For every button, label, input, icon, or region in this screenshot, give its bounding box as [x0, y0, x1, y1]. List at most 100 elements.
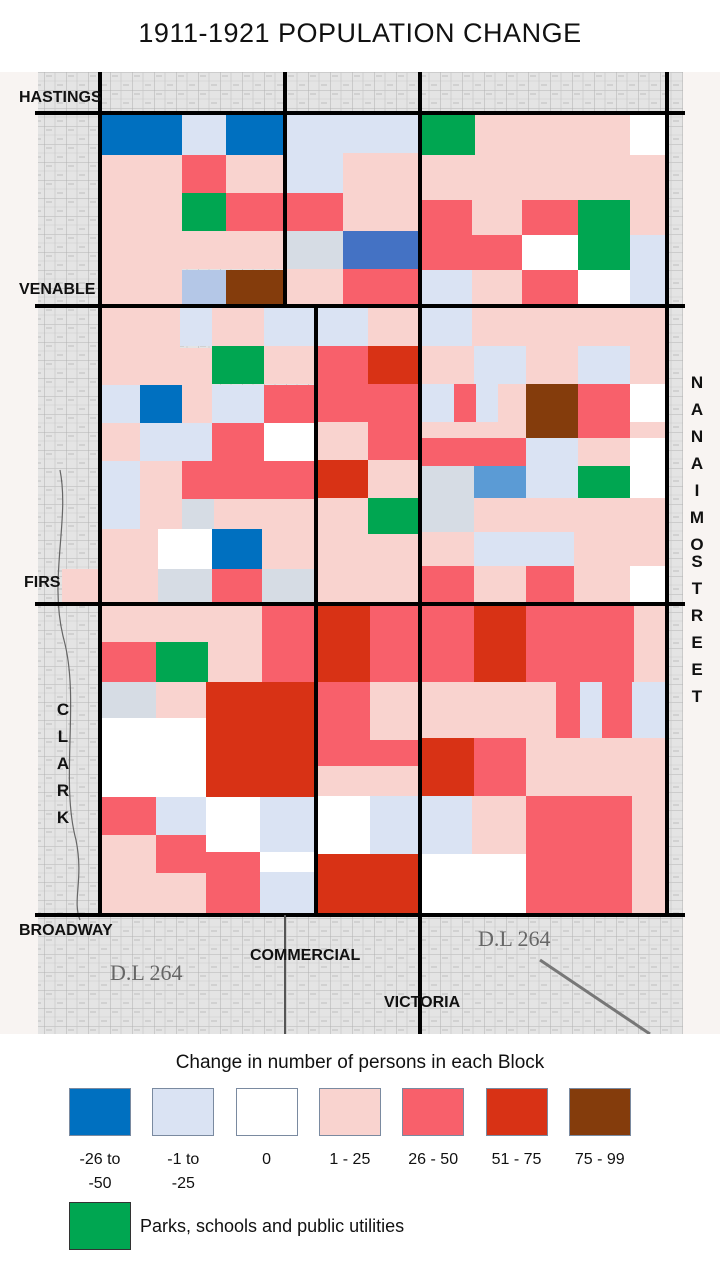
block-cell: [578, 270, 630, 304]
block-cell: [422, 155, 665, 200]
legend-swatch: [69, 1088, 131, 1136]
block-cell: [630, 466, 665, 498]
street-label-venables: VENABLE: [19, 281, 96, 298]
block-cell: [287, 193, 343, 231]
legend-swatch: [568, 1088, 631, 1136]
block-cell: [630, 235, 665, 270]
block-cell: [578, 235, 630, 270]
block-cell: [578, 438, 630, 466]
diagonal-road: [539, 958, 651, 1034]
block-cell: [422, 422, 526, 438]
block-cell: [182, 155, 226, 193]
block-cell: [556, 682, 580, 738]
block-cell: [212, 529, 262, 569]
street-letter: M: [689, 508, 705, 527]
block-cell: [580, 682, 602, 738]
block-cell: [102, 348, 212, 385]
street-letter: K: [56, 808, 70, 827]
street-letter: E: [691, 633, 703, 652]
block-cell: [182, 385, 212, 423]
block-cell: [260, 852, 314, 872]
block-cells: [62, 115, 665, 913]
legend-label-line: 0: [262, 1151, 272, 1168]
street-letter: A: [690, 454, 704, 473]
legend-label: 51 - 75: [477, 1148, 557, 1172]
block-cell: [422, 438, 526, 466]
block-cell: [368, 308, 418, 346]
block-cell: [212, 308, 264, 346]
block-cell: [156, 642, 208, 682]
block-cell: [140, 385, 182, 423]
block-cell: [212, 423, 264, 461]
block-cell: [206, 852, 260, 913]
block-cell: [260, 797, 314, 852]
street-letter: A: [56, 754, 70, 773]
block-cell: [574, 532, 665, 566]
block-cell: [630, 438, 665, 466]
block-cell: [102, 270, 182, 304]
block-cell: [472, 796, 526, 854]
block-cell: [318, 682, 370, 740]
block-cell: [422, 308, 472, 346]
margin-right: [683, 72, 720, 1034]
block-cell: [370, 796, 418, 854]
block-cell: [630, 270, 665, 304]
block-cell: [226, 115, 284, 155]
block-cell: [262, 569, 314, 603]
street-label-victoria: VICTORIA: [384, 994, 461, 1011]
block-cell: [474, 566, 526, 602]
legend-label-line: -25: [171, 1175, 195, 1192]
block-cell: [474, 346, 526, 384]
block-cell: [422, 606, 474, 682]
block-cell: [526, 384, 578, 438]
street-letter: T: [691, 687, 703, 706]
block-cell: [474, 738, 526, 796]
block-cell: [226, 155, 284, 193]
block-cell: [632, 796, 665, 913]
block-cell: [102, 606, 262, 642]
block-cell: [214, 499, 314, 529]
legend-swatch: [318, 1088, 381, 1136]
block-cell: [526, 738, 665, 796]
block-cell: [182, 231, 284, 269]
block-cell: [62, 569, 158, 603]
block-cell: [630, 566, 665, 602]
block-cell: [422, 498, 474, 532]
block-cell: [287, 269, 343, 304]
block-cell: [318, 534, 418, 602]
block-cell: [422, 682, 556, 738]
block-cell: [208, 642, 262, 682]
block-cell: [156, 797, 206, 835]
block-cell: [343, 193, 418, 231]
block-cell: [318, 606, 370, 682]
block-cell: [578, 346, 630, 384]
legend-label-parks: Parks, schools and public utilities: [140, 1216, 405, 1236]
street-letter: C: [56, 700, 70, 719]
block-cell: [102, 423, 140, 461]
block-cell: [422, 466, 474, 498]
block-cell: [156, 873, 206, 913]
block-cell: [630, 384, 665, 422]
block-cell: [318, 498, 368, 534]
block-cell: [102, 642, 156, 682]
street-letter: R: [56, 781, 70, 800]
block-cell: [264, 346, 314, 384]
block-cell: [318, 854, 418, 913]
block-cell: [318, 460, 368, 498]
block-cell: [318, 740, 418, 766]
block-cell: [102, 155, 182, 270]
block-cell: [476, 384, 498, 422]
legend-label-line: 1 - 25: [329, 1151, 371, 1168]
street-letter: N: [690, 373, 704, 392]
block-cell: [472, 200, 522, 235]
block-cell: [226, 193, 284, 231]
block-cell: [630, 200, 665, 235]
block-cell: [578, 384, 630, 438]
block-cell: [422, 235, 522, 270]
block-cell: [287, 115, 418, 153]
block-cell: [182, 461, 314, 499]
legend-label-line: -50: [88, 1175, 112, 1192]
block-cell: [422, 384, 454, 422]
population-map: [0, 72, 720, 1034]
